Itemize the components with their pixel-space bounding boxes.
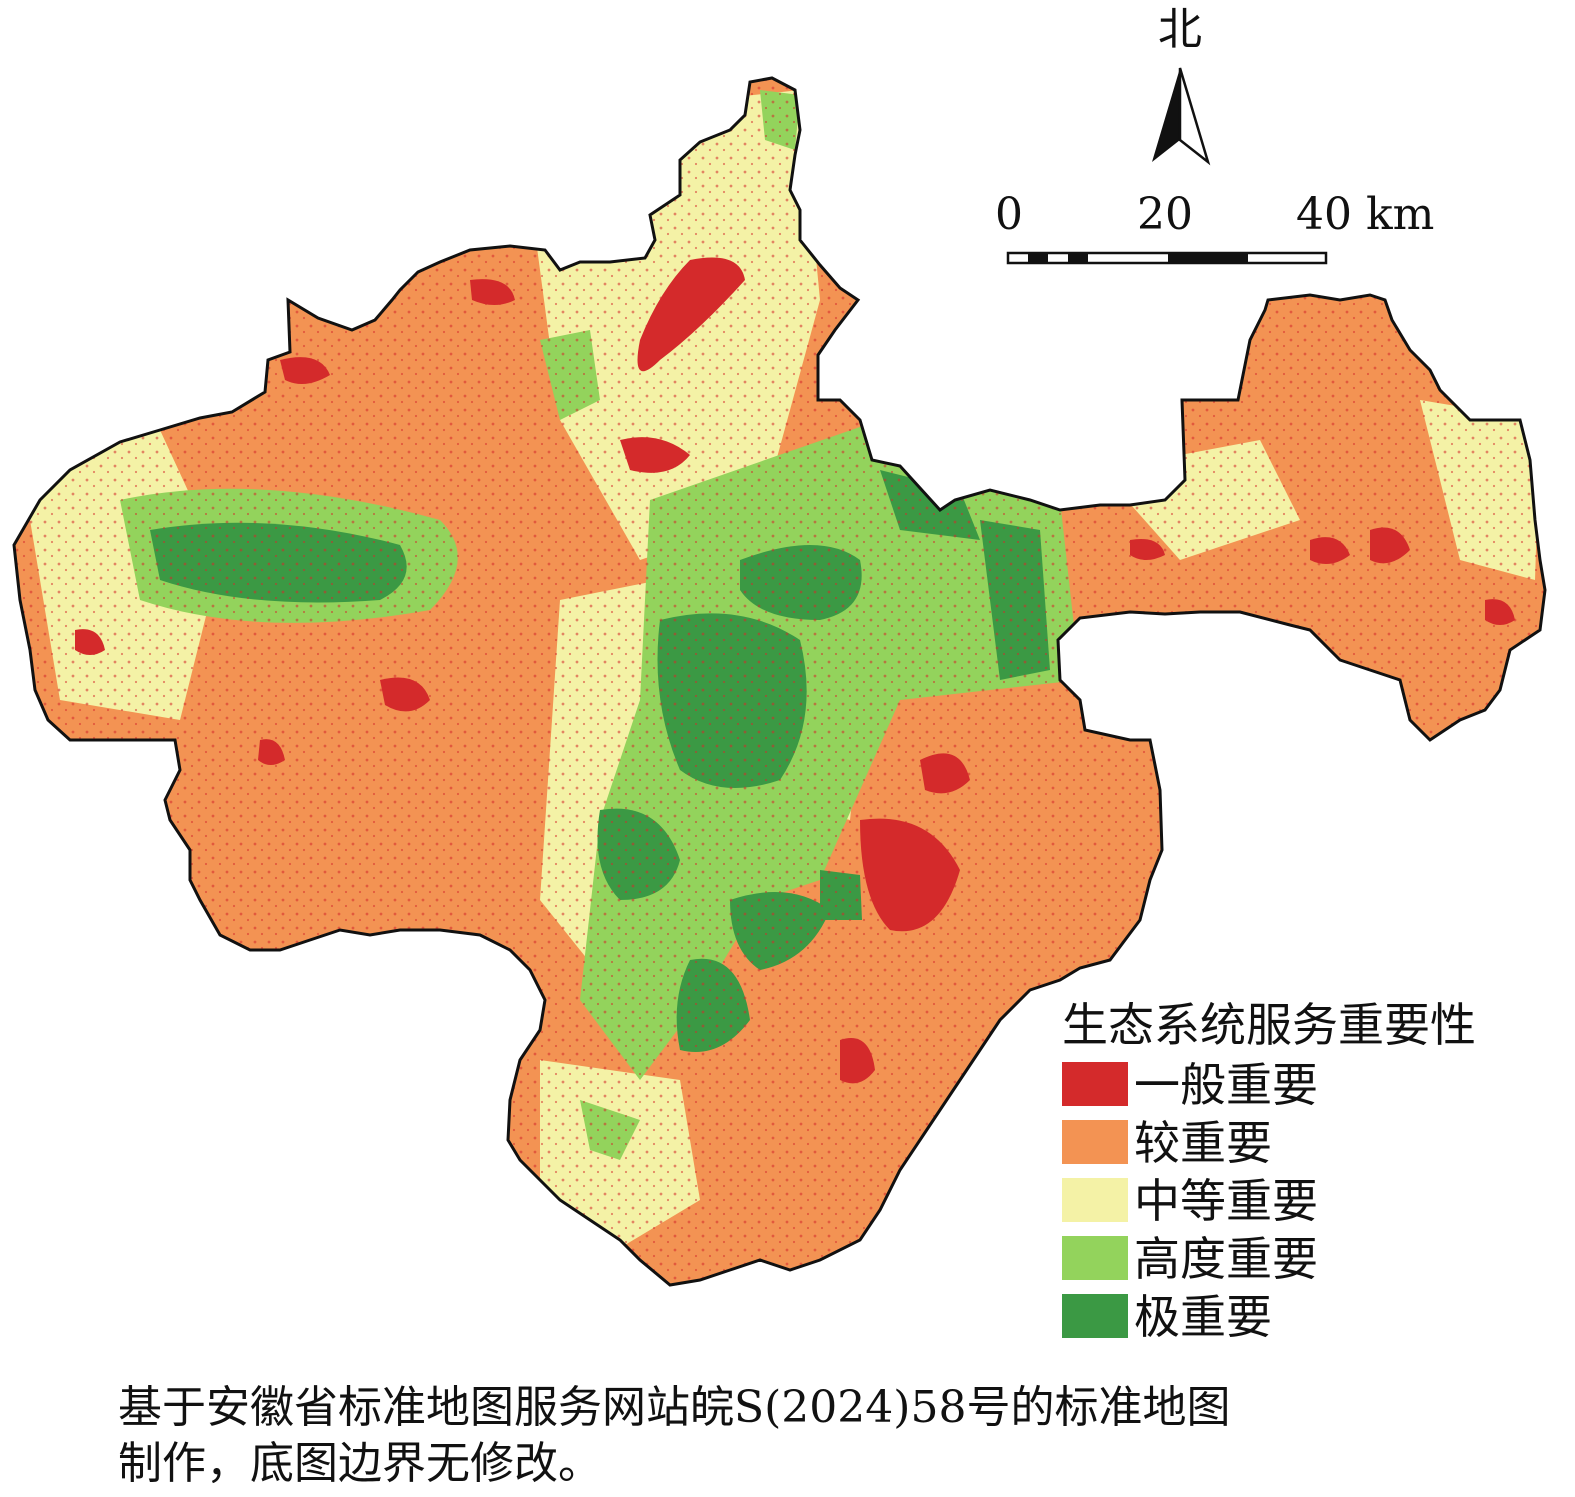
legend-item: 高度重要 [1062, 1232, 1382, 1286]
legend-item: 极重要 [1062, 1290, 1382, 1344]
legend-title: 生态系统服务重要性 [1062, 998, 1476, 1052]
legend-swatch [1062, 1120, 1128, 1164]
caption-line-2: 制作，底图边界无修改。 [118, 1438, 602, 1489]
map-boundary [12, 76, 1547, 1287]
scale-bar [1006, 251, 1328, 265]
legend-swatch [1062, 1236, 1128, 1280]
map-caption: 基于安徽省标准地图服务网站皖S(2024)58号的标准地图 制作，底图边界无修改… [118, 1380, 1518, 1492]
scale-tick-40: 40 km [1296, 189, 1435, 240]
legend-swatch [1062, 1178, 1128, 1222]
legend-label: 极重要 [1134, 1290, 1272, 1344]
legend-item: 一般重要 [1062, 1058, 1382, 1112]
legend-swatch [1062, 1294, 1128, 1338]
scale-tick-20: 20 [1137, 189, 1193, 240]
legend-label: 高度重要 [1134, 1232, 1318, 1286]
north-label: 北 [1158, 4, 1202, 55]
legend-item: 中等重要 [1062, 1174, 1382, 1228]
legend-item: 较重要 [1062, 1116, 1382, 1170]
legend-label: 一般重要 [1134, 1058, 1318, 1112]
scale-tick-0: 0 [995, 189, 1023, 240]
legend-swatch [1062, 1062, 1128, 1106]
north-arrow-icon [1152, 67, 1211, 166]
caption-line-1: 基于安徽省标准地图服务网站皖S(2024)58号的标准地图 [118, 1382, 1231, 1433]
legend-label: 中等重要 [1134, 1174, 1318, 1228]
legend-label: 较重要 [1134, 1116, 1272, 1170]
